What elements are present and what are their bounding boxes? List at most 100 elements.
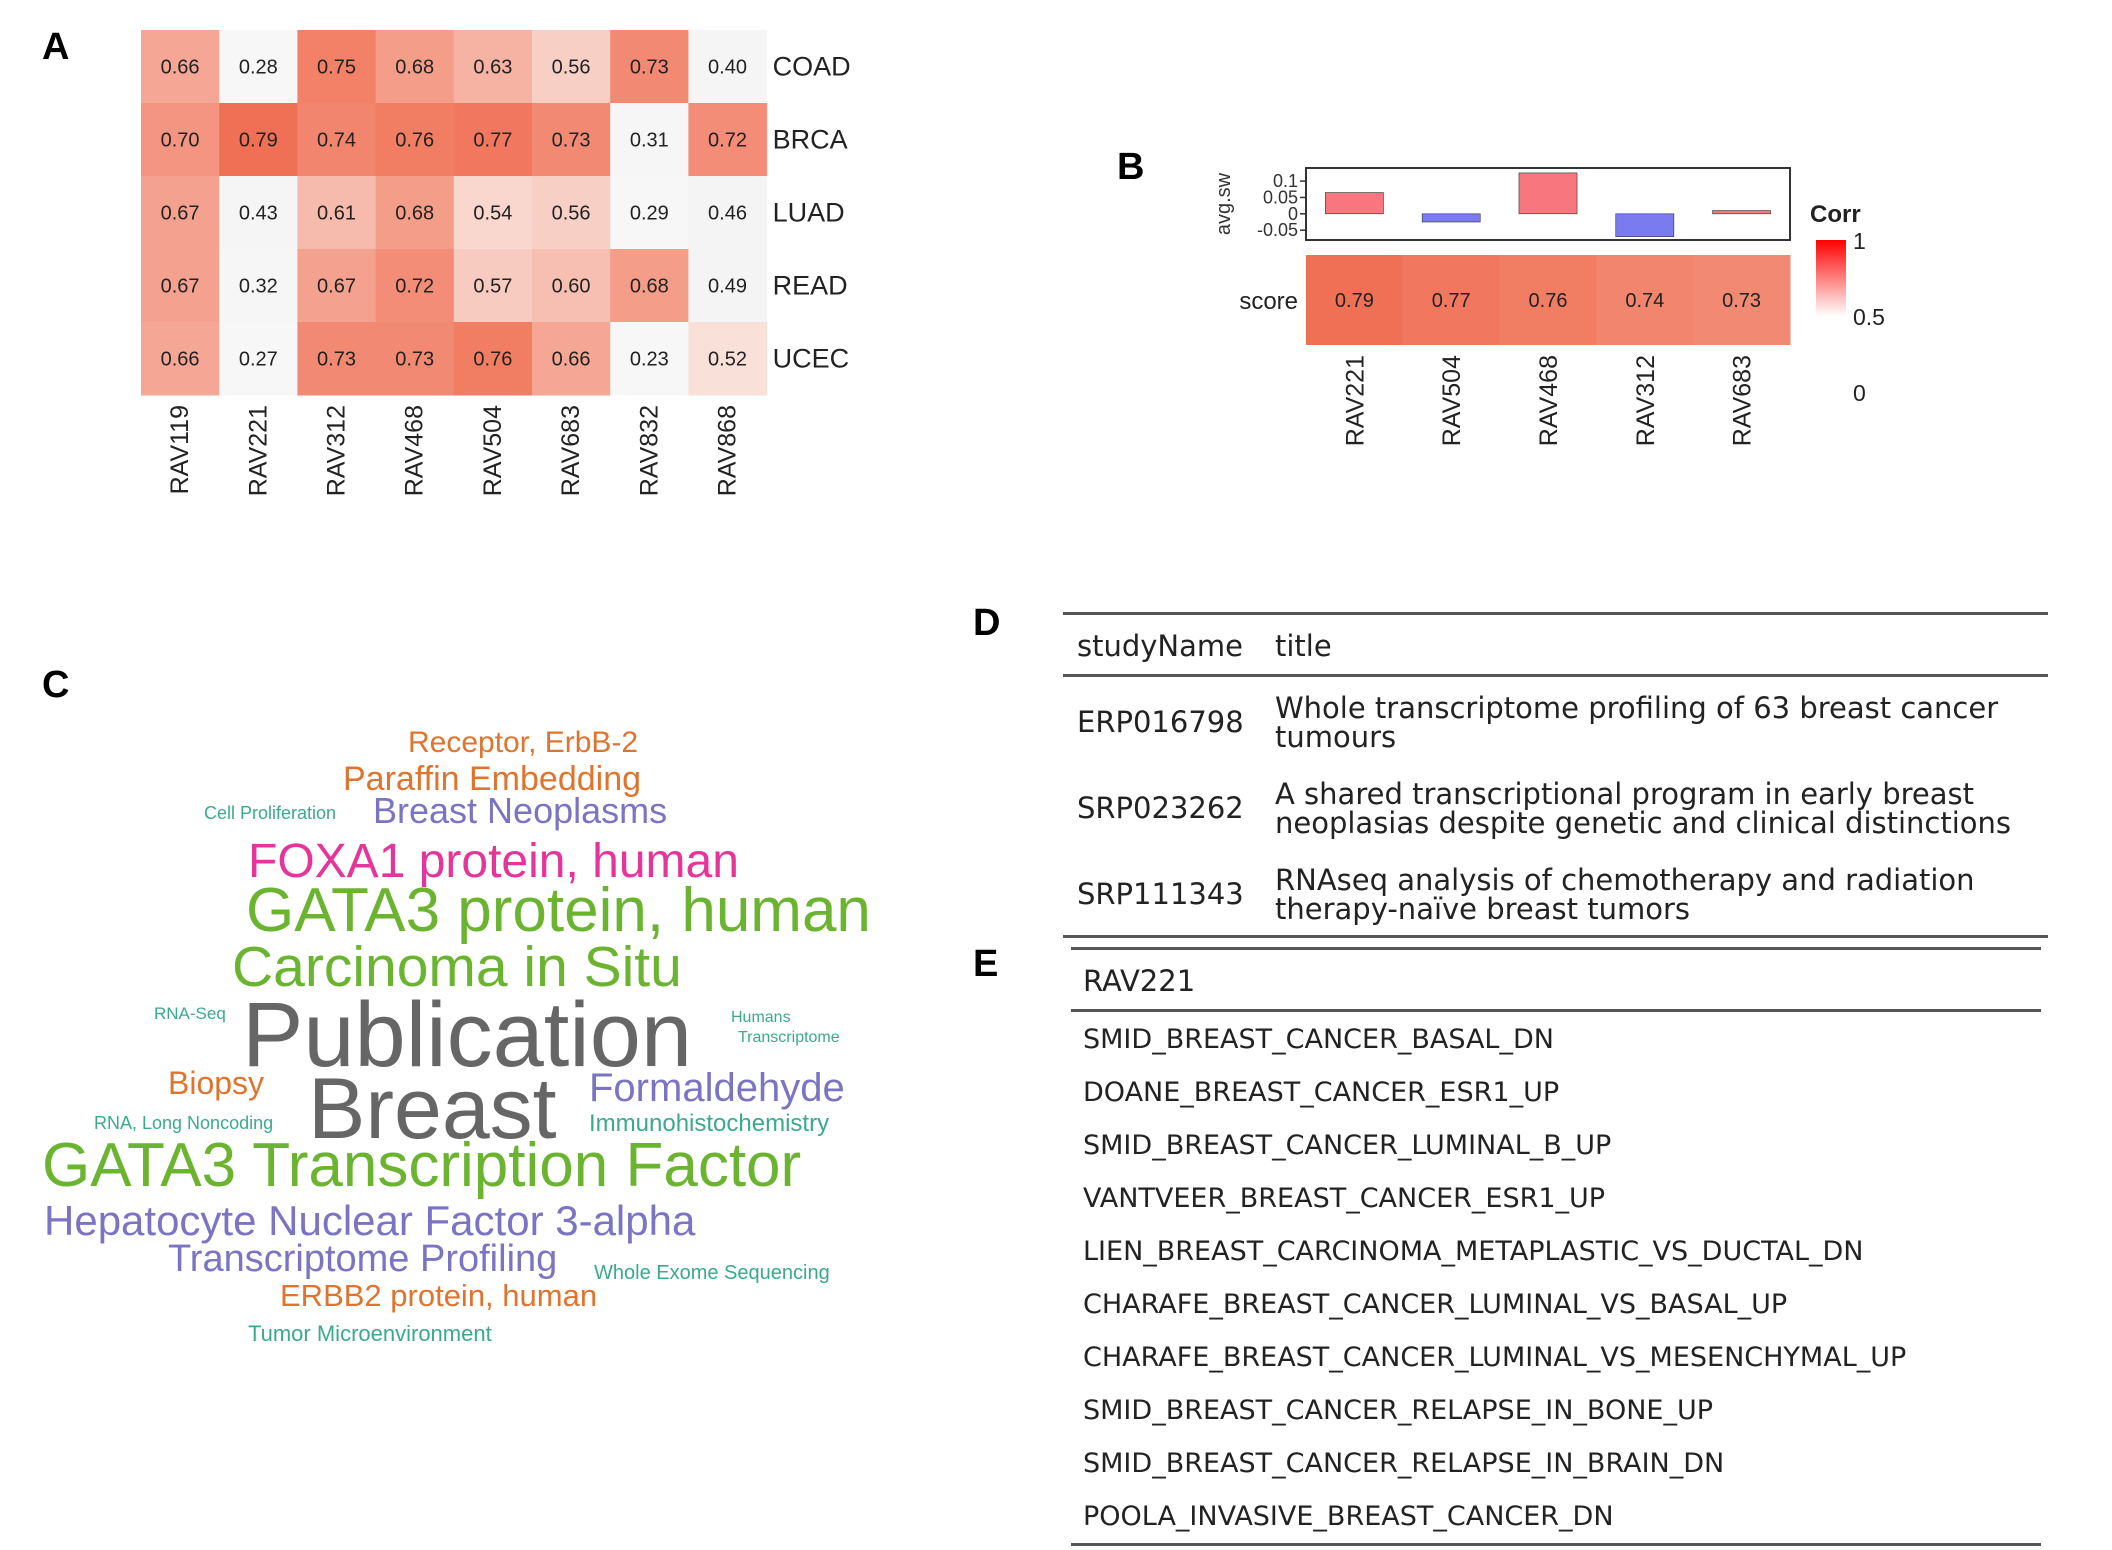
wordcloud-term: Breast xyxy=(308,1061,557,1157)
heatmap-cell-label: 0.68 xyxy=(630,276,669,298)
heatmap-cell xyxy=(688,103,768,177)
heatmap-cell-label: 0.52 xyxy=(708,349,747,371)
panel-label-e: E xyxy=(973,943,999,985)
study-row-2-name: SRP023262 xyxy=(1077,791,1244,825)
score-cell-label: 0.74 xyxy=(1625,290,1664,312)
heatmap-column-label: RAV468 xyxy=(401,405,429,496)
heatmap-cell xyxy=(141,30,220,104)
wordcloud-term: RNA-Seq xyxy=(154,1004,226,1023)
avg-sw-bar xyxy=(1518,172,1578,215)
heatmap-cell xyxy=(219,176,298,250)
heatmap-cell xyxy=(688,249,768,323)
heatmap-cell-label: 0.23 xyxy=(630,349,669,371)
avg-sw-bar xyxy=(1325,192,1384,215)
heatmap-row-label: LUAD xyxy=(773,198,845,228)
wordcloud-term: Receptor, ErbB-2 xyxy=(408,726,639,759)
heatmap-cell-label: 0.77 xyxy=(473,130,512,152)
heatmap-cell-label: 0.67 xyxy=(161,203,200,225)
geneset-header: RAV221 xyxy=(1083,964,1196,998)
wordcloud-term: Tumor Microenvironment xyxy=(248,1321,492,1346)
heatmap-cell-label: 0.60 xyxy=(552,276,591,298)
score-column-label: RAV312 xyxy=(1632,355,1660,446)
wordcloud-term: Breast Neoplasms xyxy=(373,790,668,831)
geneset-row: DOANE_BREAST_CANCER_ESR1_UP xyxy=(1083,1077,1560,1108)
heatmap-cell xyxy=(688,322,768,396)
heatmap-cell xyxy=(532,30,611,104)
heatmap-cell-label: 0.75 xyxy=(317,57,356,79)
heatmap-cell xyxy=(141,103,220,177)
heatmap-cell xyxy=(610,176,689,250)
wordcloud-term: Humans xyxy=(731,1009,791,1026)
table-top-rule xyxy=(1063,612,2048,615)
heatmap-cell-label: 0.68 xyxy=(395,57,434,79)
panel-label-d: D xyxy=(973,602,1001,644)
heatmap-cell-label: 0.67 xyxy=(317,276,356,298)
wordcloud-term: Transcriptome Profiling xyxy=(168,1238,558,1280)
heatmap-cell xyxy=(453,103,533,177)
heatmap-column-label: RAV221 xyxy=(244,405,272,496)
heatmap-cell xyxy=(532,176,611,250)
heatmap-column-label: RAV312 xyxy=(323,405,351,496)
heatmap-cell xyxy=(297,176,377,250)
heatmap-column-label: RAV868 xyxy=(714,405,742,496)
legend-tick-label: 1 xyxy=(1853,228,1866,254)
table-header-studyname: studyName xyxy=(1077,629,1243,663)
heatmap-cell xyxy=(453,249,533,323)
avg-sw-bar xyxy=(1712,210,1771,215)
wordcloud-term: RNA, Long Noncoding xyxy=(94,1113,274,1133)
heatmap-cell xyxy=(141,249,220,323)
score-cell xyxy=(1499,255,1597,345)
heatmap-cell xyxy=(688,176,768,250)
legend-title: Corr xyxy=(1810,201,1861,228)
heatmap-cell xyxy=(141,176,220,250)
heatmap-cell-label: 0.66 xyxy=(161,57,200,79)
heatmap-column-label: RAV832 xyxy=(635,405,663,496)
heatmap-cell-label: 0.28 xyxy=(239,57,278,79)
score-column-label: RAV468 xyxy=(1535,355,1563,446)
geneset-bottom-rule xyxy=(1071,1543,2041,1546)
heatmap-cell xyxy=(610,30,689,104)
heatmap-cell-label: 0.56 xyxy=(552,203,591,225)
heatmap-cell-label: 0.70 xyxy=(161,130,200,152)
heatmap-cell-label: 0.73 xyxy=(317,349,356,371)
heatmap-cell-label: 0.76 xyxy=(395,130,434,152)
heatmap-cell-label: 0.63 xyxy=(473,57,512,79)
cancer-type-heatmap: 0.66 0.28 0.75 0.68 0.63 0.56 0.73 0.40 COAD 0.70… xyxy=(141,30,851,496)
heatmap-cell xyxy=(219,103,298,177)
wordcloud-term: ERBB2 protein, human xyxy=(280,1278,598,1313)
geneset-row: CHARAFE_BREAST_CANCER_LUMINAL_VS_MESENCH… xyxy=(1083,1342,1907,1373)
wordcloud-term: Hepatocyte Nuclear Factor 3-alpha xyxy=(44,1197,696,1244)
wordcloud-term: Biopsy xyxy=(168,1065,265,1101)
heatmap-cell xyxy=(219,249,298,323)
score-column-label: RAV221 xyxy=(1341,355,1369,446)
score-cell-label: 0.79 xyxy=(1335,290,1374,312)
geneset-row: SMID_BREAST_CANCER_BASAL_DN xyxy=(1083,1024,1554,1055)
heatmap-cell xyxy=(219,322,298,396)
heatmap-cell xyxy=(532,249,611,323)
wordcloud-term: GATA3 Transcription Factor xyxy=(42,1131,802,1200)
geneset-row: POOLA_INVASIVE_BREAST_CANCER_DN xyxy=(1083,1501,1614,1532)
panel-label-b: B xyxy=(1117,146,1145,188)
heatmap-cell-label: 0.73 xyxy=(630,57,669,79)
heatmap-cell xyxy=(453,30,533,104)
heatmap-row-label: BRCA xyxy=(773,125,848,155)
heatmap-cell-label: 0.76 xyxy=(473,349,512,371)
y-axis-label: avg.sw xyxy=(1213,172,1235,235)
score-cell-label: 0.77 xyxy=(1432,290,1471,312)
study-row-1-name: ERP016798 xyxy=(1077,705,1244,739)
heatmap-cell xyxy=(532,103,611,177)
heatmap-cell-label: 0.79 xyxy=(239,130,278,152)
heatmap-cell-label: 0.31 xyxy=(630,130,669,152)
heatmap-cell xyxy=(375,30,455,104)
heatmap-cell-label: 0.68 xyxy=(395,203,434,225)
wordcloud-term: Carcinoma in Situ xyxy=(232,935,682,999)
y-tick-label: -0.05 xyxy=(1257,220,1298,240)
heatmap-cell xyxy=(610,322,689,396)
wordcloud-term: Transcriptome xyxy=(738,1029,840,1046)
heatmap-cell-label: 0.32 xyxy=(239,276,278,298)
bar-plot-frame xyxy=(1305,167,1791,241)
score-cell xyxy=(1693,255,1791,345)
wordcloud-term: Formaldehyde xyxy=(589,1066,845,1110)
wordcloud-term: Publication xyxy=(242,984,693,1086)
heatmap-cell-label: 0.46 xyxy=(708,203,747,225)
